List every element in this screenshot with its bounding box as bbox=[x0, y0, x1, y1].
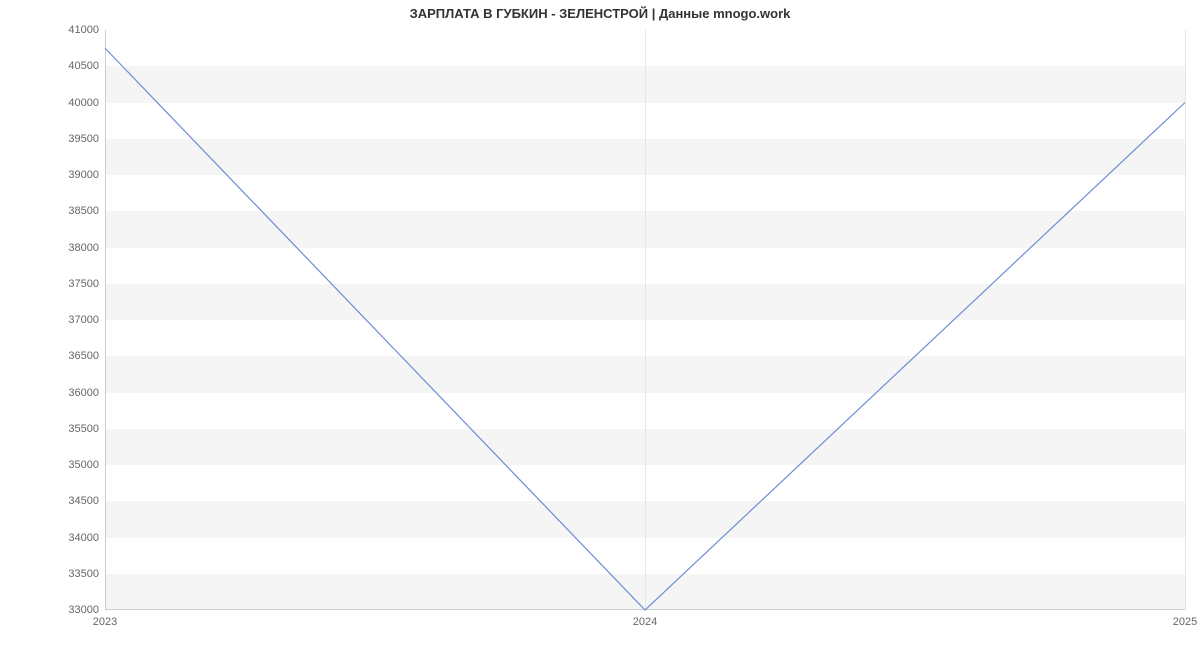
y-tick-label: 37500 bbox=[68, 278, 105, 290]
y-tick-label: 37000 bbox=[68, 314, 105, 326]
x-tick-label: 2023 bbox=[93, 610, 117, 628]
y-tick-label: 34000 bbox=[68, 532, 105, 544]
plot-area: 3300033500340003450035000355003600036500… bbox=[105, 30, 1185, 610]
y-tick-label: 40000 bbox=[68, 97, 105, 109]
y-tick-label: 36500 bbox=[68, 350, 105, 362]
chart-title: ЗАРПЛАТА В ГУБКИН - ЗЕЛЕНСТРОЙ | Данные … bbox=[0, 6, 1200, 21]
y-tick-label: 38000 bbox=[68, 242, 105, 254]
line-layer bbox=[105, 30, 1185, 610]
y-tick-label: 36000 bbox=[68, 387, 105, 399]
y-tick-label: 35000 bbox=[68, 459, 105, 471]
y-tick-label: 33500 bbox=[68, 568, 105, 580]
salary-line-chart: ЗАРПЛАТА В ГУБКИН - ЗЕЛЕНСТРОЙ | Данные … bbox=[0, 0, 1200, 650]
x-tick-label: 2025 bbox=[1173, 610, 1197, 628]
y-tick-label: 39000 bbox=[68, 169, 105, 181]
x-tick-label: 2024 bbox=[633, 610, 657, 628]
x-grid-line bbox=[1185, 30, 1186, 610]
series-line-salary bbox=[105, 48, 1185, 610]
y-tick-label: 41000 bbox=[68, 24, 105, 36]
y-tick-label: 39500 bbox=[68, 133, 105, 145]
y-tick-label: 38500 bbox=[68, 205, 105, 217]
y-tick-label: 34500 bbox=[68, 495, 105, 507]
y-tick-label: 40500 bbox=[68, 60, 105, 72]
y-tick-label: 35500 bbox=[68, 423, 105, 435]
